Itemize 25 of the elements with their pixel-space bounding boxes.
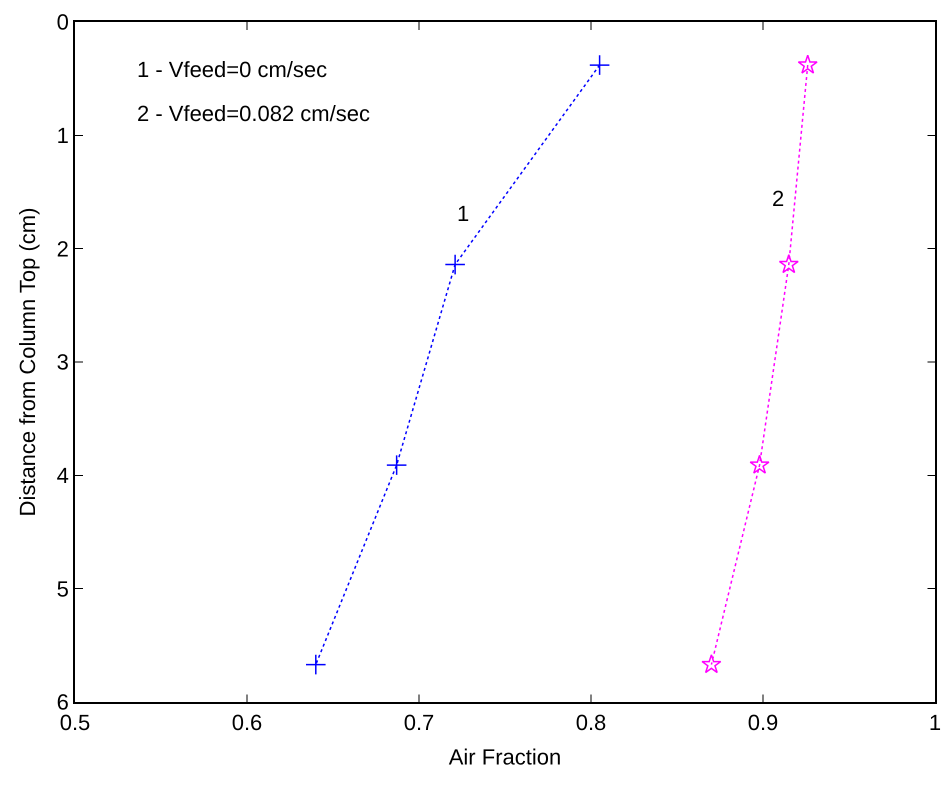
annotation: 2 — [772, 186, 784, 211]
y-tick-label: 4 — [56, 463, 69, 488]
point — [701, 654, 722, 674]
point — [798, 54, 818, 74]
x-tick-label: 0.9 — [748, 710, 778, 736]
point — [778, 254, 799, 274]
point — [305, 654, 326, 676]
point — [749, 454, 770, 474]
x-tick-label: 0.6 — [232, 710, 262, 736]
y-tick-label: 0 — [56, 10, 69, 35]
x-tick-label: 0.7 — [404, 710, 434, 736]
y-tick-label: 2 — [56, 236, 69, 262]
x-axis-title: Air Fraction — [448, 744, 562, 770]
point — [444, 254, 466, 276]
y-axis-title: Distance from Column Top (cm) — [14, 208, 40, 516]
y-tick-label: 1 — [56, 123, 69, 148]
y-tick-label: 3 — [56, 350, 69, 375]
annotation: 1 — [457, 201, 470, 226]
x-tick-label: 1 — [928, 710, 942, 736]
point — [589, 54, 610, 76]
annotation: 2 - Vfeed=0.082 cm/sec — [137, 101, 370, 126]
annotation: 1 - Vfeed=0 cm/sec — [137, 57, 328, 82]
point — [386, 454, 408, 476]
x-tick-label: 0.8 — [576, 710, 606, 736]
y-tick-label: 5 — [56, 576, 69, 602]
